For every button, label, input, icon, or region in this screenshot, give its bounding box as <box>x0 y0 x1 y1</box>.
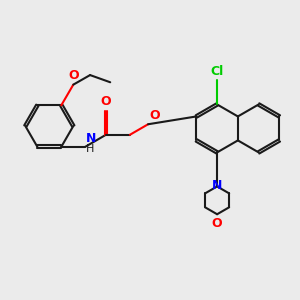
Text: O: O <box>68 69 79 82</box>
Text: H: H <box>86 144 94 154</box>
Text: O: O <box>149 109 160 122</box>
Text: O: O <box>100 95 111 108</box>
Text: Cl: Cl <box>211 65 224 78</box>
Text: O: O <box>212 217 222 230</box>
Text: N: N <box>86 132 97 145</box>
Text: N: N <box>212 179 222 192</box>
